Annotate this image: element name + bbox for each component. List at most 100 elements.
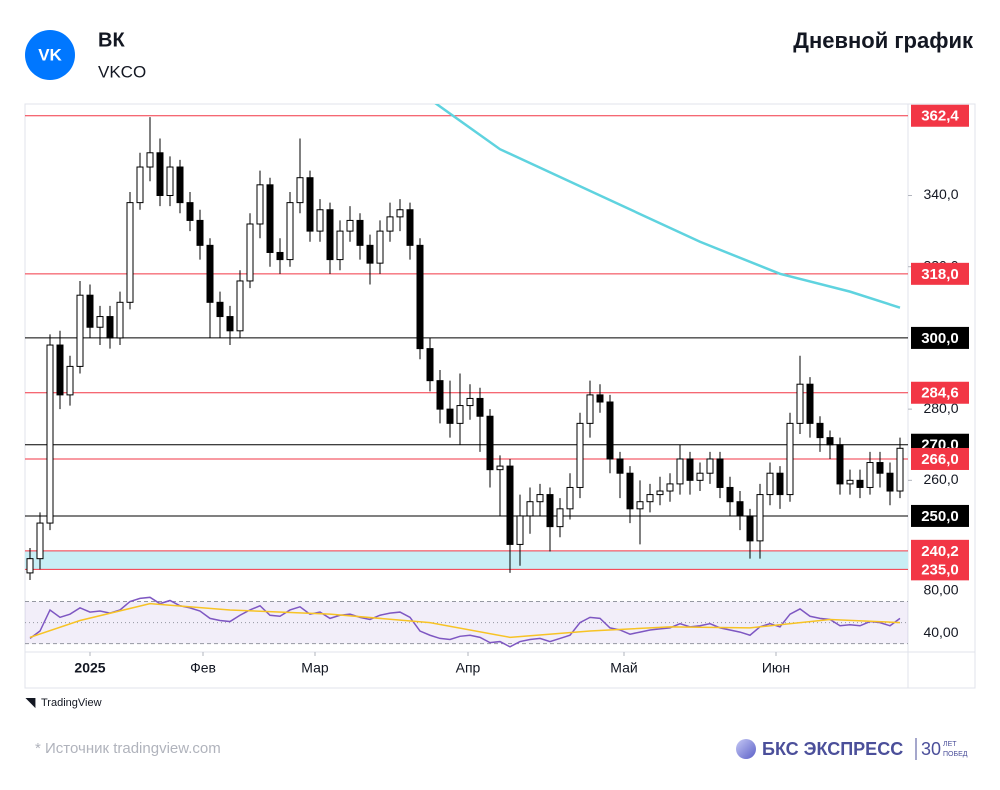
- candle-body: [276, 251, 284, 261]
- x-tick-label: Апр: [456, 660, 481, 676]
- candle-body: [636, 501, 644, 510]
- logo: [25, 30, 75, 80]
- y-tick-label: 260,0: [923, 471, 958, 487]
- x-tick-label: Фев: [190, 660, 216, 676]
- candle-body: [666, 483, 674, 492]
- candle-body: [166, 166, 174, 197]
- oscillator-band: [25, 601, 908, 644]
- candle-body: [416, 244, 424, 350]
- chart-title: Дневной график: [793, 28, 974, 53]
- candle-body: [316, 209, 324, 232]
- candle-body: [326, 209, 334, 261]
- candle-body: [876, 462, 884, 474]
- oscillator-tick-label: 40,00: [923, 624, 958, 640]
- axes: 260,0280,0320,0340,0362,4318,0300,0284,6…: [74, 104, 969, 676]
- candle-body: [116, 301, 124, 339]
- candle-body: [686, 458, 694, 481]
- candle-body: [216, 301, 224, 318]
- source-note: * Источник tradingview.com: [35, 740, 221, 757]
- candle-body: [766, 472, 774, 496]
- candle-body: [246, 223, 254, 282]
- candle-body: [436, 380, 444, 410]
- level-badge: [911, 558, 969, 581]
- candle-body: [486, 415, 494, 471]
- company-name: ВК: [98, 29, 125, 51]
- level-badge: [911, 262, 969, 285]
- candle-body: [256, 184, 264, 225]
- candle-body: [516, 515, 524, 545]
- candle-body: [196, 219, 204, 246]
- candle-body: [806, 383, 814, 424]
- candle-body: [206, 244, 214, 303]
- x-tick-label: Май: [610, 660, 637, 676]
- level-label: 284,6: [921, 385, 959, 402]
- candle-body: [576, 422, 584, 488]
- level-badge: [911, 326, 969, 349]
- brand-years: 30: [921, 739, 941, 759]
- x-tick-label: Мар: [301, 660, 329, 676]
- level-label: 362,4: [921, 108, 959, 125]
- candle-body: [76, 294, 84, 367]
- ticker: VKCO: [98, 62, 146, 81]
- candle-body: [46, 344, 54, 524]
- level-label: 250,0: [921, 508, 959, 525]
- candle-body: [446, 408, 454, 424]
- candle-body: [136, 166, 144, 204]
- candle-body: [456, 405, 464, 424]
- candle-body: [606, 401, 614, 460]
- candle-body: [356, 219, 364, 246]
- candle-body: [386, 216, 394, 232]
- brand-motto: ЛЕТ: [943, 741, 957, 748]
- level-label: 300,0: [921, 330, 959, 347]
- candle-body: [526, 501, 534, 517]
- level-label: 318,0: [921, 266, 959, 283]
- moving-average: [434, 104, 901, 309]
- candle-body: [626, 472, 634, 510]
- candle-body: [366, 244, 374, 264]
- candle-body: [646, 494, 654, 503]
- candle-body: [706, 458, 714, 474]
- level-label: 240,2: [921, 543, 959, 560]
- candle-body: [656, 490, 664, 496]
- candle-body: [376, 230, 384, 264]
- oscillator-line: [29, 596, 901, 648]
- candle-body: [306, 177, 314, 232]
- candle-body: [236, 280, 244, 332]
- candle-body: [36, 522, 44, 560]
- candle-body: [26, 558, 34, 574]
- candle-body: [186, 202, 194, 221]
- level-badge: [911, 539, 969, 562]
- candle-body: [836, 444, 844, 485]
- candle-body: [336, 230, 344, 261]
- candle-body: [846, 479, 854, 485]
- candle-body: [96, 316, 104, 328]
- level-label: 235,0: [921, 561, 959, 578]
- candle-body: [176, 166, 184, 204]
- oscillator-tick-label: 80,00: [923, 582, 958, 598]
- candle-body: [556, 508, 564, 528]
- candle-body: [146, 152, 154, 168]
- candle-body: [886, 472, 894, 492]
- logo-text: VK: [38, 45, 62, 64]
- candle-body: [496, 465, 504, 471]
- candle-body: [716, 458, 724, 488]
- level-badge: [911, 447, 969, 470]
- candle-body: [86, 294, 94, 328]
- candle-body: [56, 344, 64, 396]
- candle-body: [696, 472, 704, 481]
- y-tick-label: 340,0: [923, 186, 958, 202]
- candle-body: [506, 465, 514, 545]
- candle-body: [106, 316, 114, 339]
- candle-body: [346, 219, 354, 232]
- support-zone: [25, 550, 908, 570]
- level-badge: [911, 104, 969, 127]
- candle-body: [756, 494, 764, 542]
- candle-body: [796, 383, 804, 424]
- brand: БКС ЭКСПРЕСС: [762, 739, 903, 759]
- candle-body: [226, 316, 234, 332]
- y-tick-label: 280,0: [923, 400, 958, 416]
- candle-body: [266, 184, 274, 253]
- candle-body: [426, 348, 434, 382]
